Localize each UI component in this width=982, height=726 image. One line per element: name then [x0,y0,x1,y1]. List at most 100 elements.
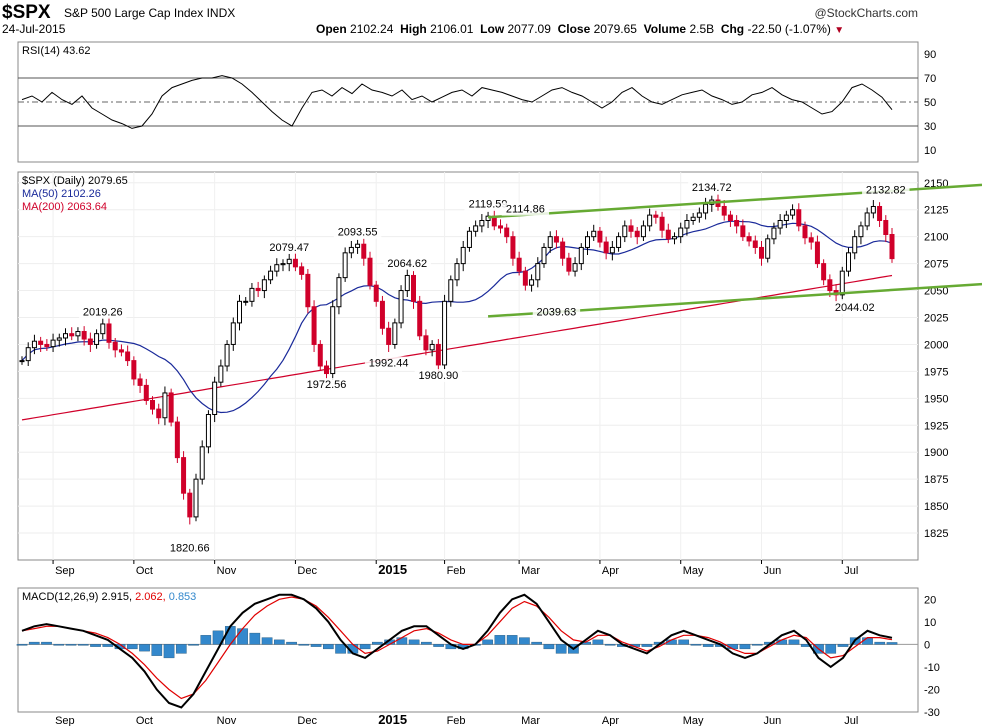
candle-body [106,323,112,343]
x-tick-label: Feb [447,565,466,577]
price-annotation: 2064.62 [387,258,427,270]
chart-header: $SPX S&P 500 Large Cap Index INDX @Stock… [0,0,982,40]
macd-histogram-bar [298,644,310,646]
macd-histogram-bar [139,644,150,652]
candle-body [765,238,771,259]
macd-x-tick-label: May [683,715,704,726]
price-tick-label: 2000 [924,339,948,351]
candle-body [808,237,814,243]
candle-body [38,340,44,345]
macd-x-tick-label: Jul [844,715,858,726]
rsi-series-line [21,75,893,129]
candle-body [187,492,193,518]
candle-body [814,241,820,265]
annotation-bg [532,305,581,319]
candle-body [112,341,118,351]
candle-body [193,478,199,518]
macd-histogram-bar [494,635,506,645]
candle-body [616,236,622,248]
macd-histogram-bar [249,632,261,645]
rsi-legend: RSI(14) 43.62 [22,45,90,57]
candle-body [690,216,696,221]
candle-body [118,349,124,353]
macd-x-tick-label: Oct [136,715,153,726]
candle-body [628,225,634,232]
candle-body [348,246,354,254]
candle-body [87,338,93,345]
candle-body [25,347,31,362]
candle-body [286,258,292,265]
macd-histogram-bar [604,644,616,646]
price-legend: $SPX (Daily) 2079.65 [22,175,128,187]
candle-body [156,408,162,419]
macd-legend-value: 2.915, [101,591,135,603]
quote-summary: Open 2102.24 High 2106.01 Low 2077.09 Cl… [316,22,845,36]
macd-histogram-bar [163,644,175,659]
price-annotation: 1992.44 [369,358,409,370]
price-tick-label: 1875 [924,474,948,486]
candle-body [324,365,329,375]
candle-body [429,343,435,351]
annotation-bg [166,541,214,555]
candle-body [547,236,553,248]
x-tick-label: May [683,565,704,577]
annotation-bg [688,181,736,195]
candle-body [460,246,466,265]
x-tick-label: Nov [217,565,237,577]
macd-x-tick-label: Dec [297,715,317,726]
annotation-bg [383,256,431,270]
annotation-bg [265,240,313,254]
macd-histogram-bar [886,642,898,645]
candle-body [199,446,205,480]
candle-body [317,343,323,367]
candle-body [50,339,56,348]
macd-histogram-bar [151,644,163,656]
candle-body [305,273,311,308]
x-tick-label: Jun [764,565,782,577]
candle-body [734,220,740,227]
macd-histogram-bar [41,641,52,645]
price-tick-label: 1975 [924,366,948,378]
candle-body [131,360,137,380]
symbol: $SPX [2,2,51,23]
candle-body [827,279,833,292]
macd-histogram-bar [519,637,530,645]
candle-body [19,360,25,363]
candle-body [56,337,62,341]
candle-body [597,230,603,243]
macd-x-tick-label: Feb [447,715,466,726]
annotation-bg [333,225,382,239]
macd-histogram-bar [396,637,408,645]
candle-body [553,236,559,243]
candle-body [721,205,727,216]
candle-body [746,236,752,242]
candle-body [299,266,305,275]
macd-legend: MACD(12,26,9) 2.915, 2.062, 0.853 [22,591,196,603]
macd-legend-value: 0.853 [169,591,197,603]
candle-body [821,263,827,281]
candle-body [274,264,280,272]
candle-body [268,270,274,281]
price-tick-label: 1950 [924,393,948,405]
candle-body [454,263,460,281]
stockcharts-logo[interactable]: @StockCharts.com [814,6,918,20]
candle-body [355,243,361,248]
price-tick-label: 1850 [924,501,948,513]
candle-body [398,290,404,324]
candle-body [125,351,131,362]
candle-body [69,333,75,337]
price-annotation: 1820.66 [170,543,210,555]
macd-histogram-bar [359,644,371,650]
candle-body [379,300,385,329]
price-annotation: 2093.55 [338,227,378,239]
rsi-tick-label: 30 [924,121,936,133]
candle-body [330,306,336,375]
macd-histogram-bar [77,644,89,646]
candle-body [466,230,472,248]
candle-body [560,241,566,259]
candle-body [858,225,864,238]
macd-histogram-bar [690,644,702,646]
candle-body [852,236,858,254]
candle-body [777,220,783,229]
macd-histogram-bar [261,637,273,645]
